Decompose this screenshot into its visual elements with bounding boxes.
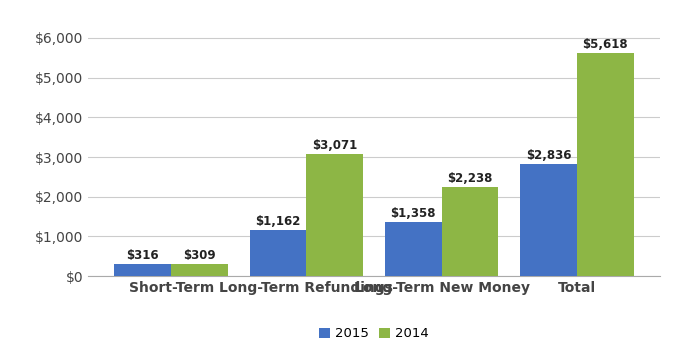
Bar (171, 264, 228, 276)
Bar (307, 154, 363, 276)
Text: $2,238: $2,238 (447, 172, 493, 185)
Bar (250, 230, 307, 276)
Text: $1,162: $1,162 (255, 215, 301, 228)
Bar (520, 164, 577, 276)
Text: $2,836: $2,836 (526, 149, 571, 161)
Bar (114, 264, 171, 276)
Bar (577, 53, 634, 276)
Bar (441, 187, 498, 276)
Text: $309: $309 (183, 249, 216, 262)
Text: $5,618: $5,618 (583, 38, 628, 51)
Bar (385, 222, 441, 276)
Legend: 2015, 2014: 2015, 2014 (313, 322, 435, 346)
Text: $1,358: $1,358 (390, 207, 436, 220)
Text: $316: $316 (126, 249, 159, 262)
Text: $3,071: $3,071 (312, 139, 358, 152)
